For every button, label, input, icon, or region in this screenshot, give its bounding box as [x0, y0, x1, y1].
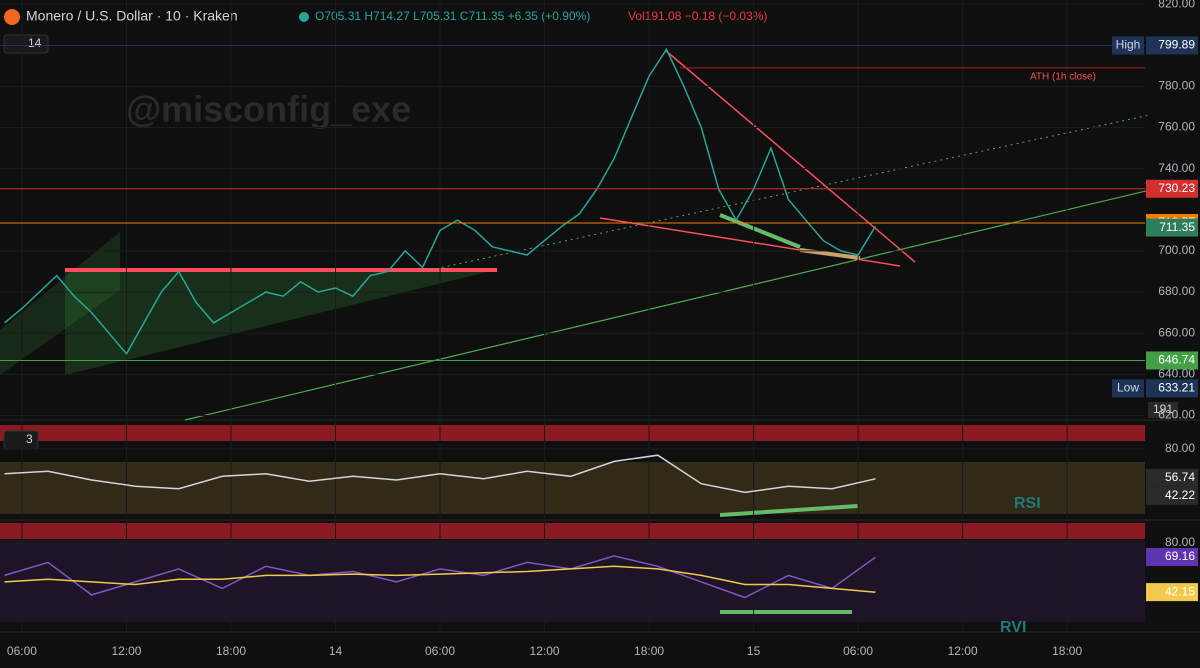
rsi-band	[0, 462, 1145, 514]
rsi-length: 3	[26, 432, 33, 446]
status-dot	[299, 12, 309, 22]
rsi-overbought-band	[0, 425, 1145, 441]
price-tag	[1146, 548, 1198, 567]
price-tag-label: 42.15	[1165, 584, 1195, 598]
x-tick-label: 06:00	[425, 644, 455, 658]
series-line	[4, 454, 876, 494]
price-tag	[1146, 351, 1198, 370]
x-tick-label: 14	[329, 644, 343, 658]
y-tick-label: 780.00	[1158, 79, 1195, 93]
price-tag-label: 799.89	[1158, 38, 1195, 52]
price-tag-label: 646.74	[1158, 353, 1195, 367]
ohlc: O705.31 H714.27 L705.31 C711.35 +6.35 (+…	[315, 9, 590, 23]
x-tick-label: 12:00	[111, 644, 141, 658]
price-tag	[1146, 486, 1198, 505]
price-tag-label: 730.23	[1158, 181, 1195, 195]
series-line	[4, 47, 877, 356]
y-tick-label: 740.00	[1158, 161, 1195, 175]
x-tick-label: 12:00	[948, 644, 978, 658]
y-tick-label: 700.00	[1158, 243, 1195, 257]
watermark: @misconfig_exe	[126, 89, 411, 130]
y-tick-label: 820.00	[1158, 0, 1195, 10]
price-tag-label: 42.22	[1165, 488, 1195, 502]
triangle-drawing	[65, 270, 495, 375]
annotation-text: ATH (1h close)	[1030, 72, 1096, 83]
price-tag	[1146, 36, 1198, 55]
price-tag-label: 633.21	[1158, 380, 1195, 394]
series-line	[4, 565, 876, 594]
x-tick-label: 06:00	[7, 644, 37, 658]
volume-last: 191	[1153, 402, 1173, 416]
price-tag-label: 711.35	[1159, 220, 1195, 234]
price-tag	[1146, 468, 1198, 487]
wedge-line	[664, 49, 916, 263]
y-tick-label: 640.00	[1158, 367, 1195, 381]
y-tick-label: 660.00	[1158, 325, 1195, 339]
trendline-dotted	[429, 114, 1151, 271]
tag-name-bg	[1112, 379, 1144, 398]
price-tag	[1146, 179, 1198, 198]
y-tick-label: 680.00	[1158, 284, 1195, 298]
indicator-length: 14	[28, 36, 42, 50]
series-line	[4, 555, 876, 599]
coin-icon	[4, 9, 20, 25]
tag-name-bg	[1112, 36, 1144, 55]
volume-tag	[1148, 402, 1178, 418]
rvi-band	[0, 540, 1145, 622]
rvi-label: RVI	[1000, 619, 1026, 636]
rsi-label: RSI	[1014, 495, 1041, 512]
tag-name: Low	[1117, 380, 1139, 394]
x-tick-label: 15	[747, 644, 761, 658]
y-tick-label: 760.00	[1158, 120, 1195, 134]
x-tick-label: 12:00	[530, 644, 560, 658]
y-tick-label: 80.00	[1165, 441, 1195, 455]
price-tag-label: 56.74	[1165, 470, 1195, 484]
y-tick-label: 620.00	[1158, 408, 1195, 422]
rvi-overbought-band	[0, 523, 1145, 539]
x-tick-label: 18:00	[216, 644, 246, 658]
trendline	[184, 189, 1151, 421]
rsi-divergence	[719, 504, 859, 517]
indicator-toggle[interactable]	[3, 34, 49, 54]
volume-info: Vol191.08 −0.18 (−0.03%)	[628, 9, 767, 23]
x-tick-label: 06:00	[843, 644, 873, 658]
indicator-toggle[interactable]	[3, 430, 39, 450]
price-tag	[1146, 583, 1198, 602]
price-tag-label: 69.16	[1165, 549, 1195, 563]
price-tag	[1146, 218, 1198, 237]
symbol-title: Monero / U.S. Dollar · 10 · Kraken	[26, 8, 238, 24]
x-tick-label: 18:00	[1052, 644, 1082, 658]
x-tick-label: 18:00	[634, 644, 664, 658]
tag-name: High	[1116, 38, 1141, 52]
channel-drawing	[0, 232, 120, 375]
price-tag	[1146, 379, 1198, 398]
divergence-line	[719, 213, 801, 249]
y-tick-label: 80.00	[1165, 535, 1195, 549]
